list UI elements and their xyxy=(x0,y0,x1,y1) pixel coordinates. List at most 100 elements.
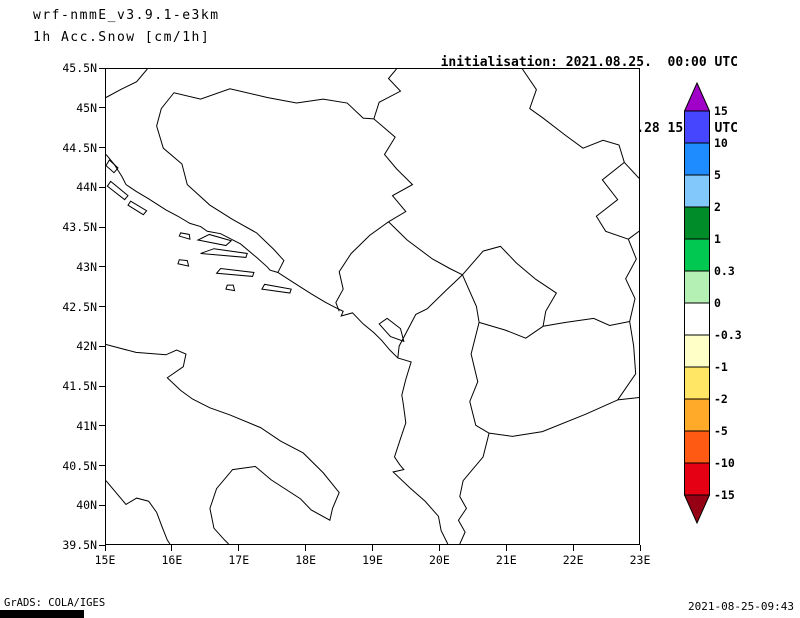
colorbar-cell xyxy=(684,206,710,240)
variable-title: 1h Acc.Snow [cm/1h] xyxy=(33,30,211,45)
x-axis-tick xyxy=(305,545,307,551)
creation-timestamp: 2021-08-25-09:43 xyxy=(688,600,794,613)
y-axis-label: 42N xyxy=(76,339,97,354)
border xyxy=(618,398,639,400)
colorbar-tick-label: 5 xyxy=(714,168,721,182)
x-axis-tick xyxy=(438,545,440,551)
x-axis-label: 15E xyxy=(94,553,116,567)
y-axis-label: 44N xyxy=(76,180,97,195)
colorbar-tick-label: 0 xyxy=(714,296,721,310)
x-axis-tick xyxy=(572,545,574,551)
island xyxy=(178,260,189,266)
country-borders xyxy=(106,69,639,544)
border xyxy=(106,69,147,98)
colorbar-tick-label: -15 xyxy=(714,488,735,502)
y-axis-tick xyxy=(99,226,105,228)
y-axis-label: 40.5N xyxy=(62,458,97,473)
x-axis-label: 16E xyxy=(161,553,183,567)
border xyxy=(157,89,374,273)
border xyxy=(626,231,639,321)
colorbar-cell xyxy=(684,398,710,432)
border xyxy=(388,222,462,275)
border xyxy=(398,275,463,358)
y-axis-label: 40N xyxy=(76,498,97,513)
y-axis-tick xyxy=(99,385,105,387)
colorbar-cell xyxy=(684,174,710,208)
y-axis-label: 39.5N xyxy=(62,538,97,552)
border xyxy=(522,69,624,162)
grads-credit: GrADS: COLA/IGES xyxy=(4,597,106,609)
border xyxy=(374,69,401,119)
colorbar-tick-label: -1 xyxy=(714,360,728,374)
x-axis-tick xyxy=(238,545,240,551)
colorbar-tick-label: -10 xyxy=(714,456,735,470)
colorbar-triangle-bottom xyxy=(684,494,710,524)
colorbar-tick-label: 10 xyxy=(714,136,728,150)
y-axis-tick xyxy=(99,186,105,188)
coastline-paths xyxy=(106,155,448,544)
basemap xyxy=(106,69,639,544)
colorbar-cell xyxy=(684,430,710,464)
island xyxy=(107,181,128,199)
island xyxy=(201,249,248,258)
border xyxy=(596,162,628,239)
colorbar xyxy=(684,82,710,524)
colorbar-cell xyxy=(684,334,710,368)
x-axis-tick xyxy=(171,545,173,551)
island xyxy=(128,201,147,214)
colorbar-triangle-top xyxy=(684,82,710,112)
border xyxy=(458,433,489,544)
coastline-adriatic-east xyxy=(106,155,448,544)
x-axis-tick xyxy=(505,545,507,551)
x-axis-tick xyxy=(104,545,106,551)
colorbar-tick-label: 1 xyxy=(714,232,721,246)
colorbar-tick-label: -2 xyxy=(714,392,728,406)
y-axis-label: 45N xyxy=(76,100,97,115)
colorbar-tick-label: 0.3 xyxy=(714,264,735,278)
x-axis-label: 19E xyxy=(362,553,383,567)
coastline-italy-tyrrhenian xyxy=(106,481,170,544)
colorbar-tick-label: 15 xyxy=(714,104,728,118)
colorbar-cell xyxy=(684,238,710,272)
y-axis-tick xyxy=(99,306,105,307)
island xyxy=(106,160,118,173)
x-axis-label: 21E xyxy=(495,553,517,567)
x-axis-label: 22E xyxy=(562,553,584,567)
colorbar-tick-label: 2 xyxy=(714,200,721,214)
colorbar-cell xyxy=(684,142,710,176)
x-axis-tick xyxy=(372,545,373,551)
x-axis-label: 18E xyxy=(295,553,317,567)
colorbar-tick-label: -0.3 xyxy=(714,328,742,342)
map-frame xyxy=(105,68,640,545)
y-axis-tick xyxy=(99,266,105,268)
border xyxy=(462,246,535,278)
island xyxy=(217,269,254,277)
y-axis-tick xyxy=(99,544,105,546)
colorbar-tick-label: -5 xyxy=(714,424,728,438)
y-axis-label: 45.5N xyxy=(62,61,97,75)
border xyxy=(535,279,556,326)
island-outlines xyxy=(106,160,404,341)
border xyxy=(618,322,636,400)
x-axis-label: 20E xyxy=(428,553,450,567)
coastline-italy-adriatic-ionian xyxy=(106,344,339,544)
island xyxy=(226,285,235,291)
y-axis-label: 43N xyxy=(76,259,97,274)
border xyxy=(470,322,489,433)
border xyxy=(374,119,413,222)
colorbar-cell xyxy=(684,462,710,496)
island xyxy=(198,234,231,245)
y-axis-label: 41.5N xyxy=(62,379,97,393)
island xyxy=(179,233,190,239)
y-axis-label: 43.5N xyxy=(62,220,97,234)
y-axis-label: 41N xyxy=(76,418,97,433)
y-axis-tick xyxy=(99,67,105,69)
x-axis-tick xyxy=(639,545,641,551)
border xyxy=(462,275,479,323)
y-axis-tick xyxy=(99,107,105,109)
y-axis-tick xyxy=(99,465,105,466)
x-axis-label: 23E xyxy=(629,553,651,567)
border xyxy=(489,400,618,436)
y-axis-label: 42.5N xyxy=(62,299,97,314)
